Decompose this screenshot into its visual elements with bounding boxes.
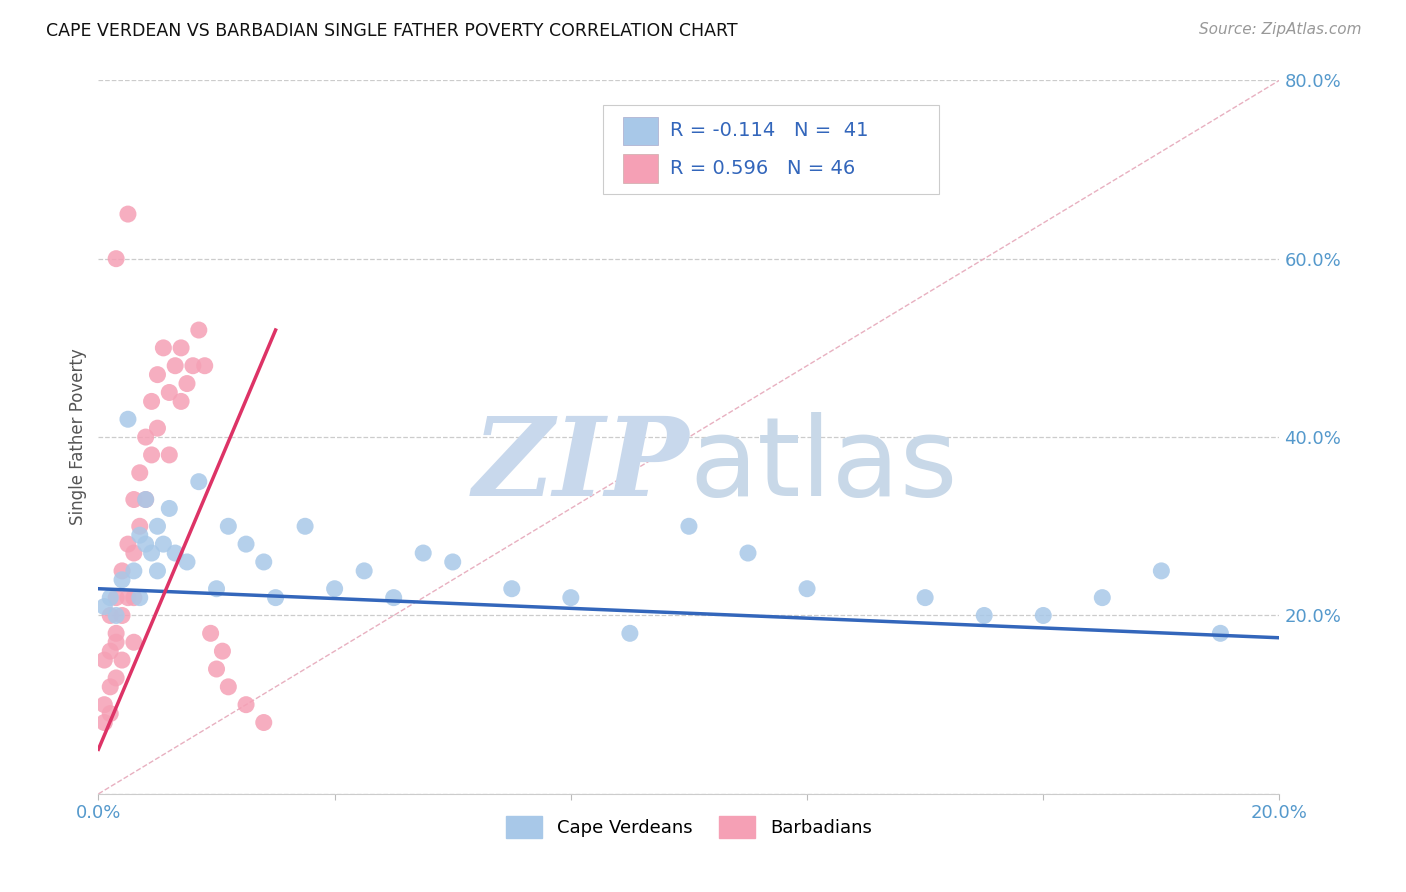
Point	[122, 591, 145, 605]
Point	[170, 341, 193, 355]
Y-axis label: Single Father Poverty: Single Father Poverty	[69, 349, 87, 525]
Point	[146, 368, 169, 382]
Point	[294, 519, 316, 533]
Point	[412, 546, 434, 560]
Point	[176, 376, 198, 391]
Point	[560, 591, 582, 605]
Point	[93, 715, 115, 730]
Point	[157, 385, 180, 400]
Text: Source: ZipAtlas.com: Source: ZipAtlas.com	[1198, 22, 1361, 37]
Point	[973, 608, 995, 623]
Point	[200, 626, 222, 640]
FancyBboxPatch shape	[623, 154, 658, 183]
Text: ZIP: ZIP	[472, 412, 689, 519]
Point	[146, 421, 169, 435]
Point	[135, 537, 157, 551]
Point	[194, 359, 217, 373]
Point	[205, 582, 228, 596]
Point	[253, 555, 276, 569]
Point	[93, 653, 115, 667]
Point	[152, 537, 174, 551]
Point	[117, 591, 139, 605]
Point	[187, 475, 209, 489]
Point	[122, 492, 145, 507]
Point	[117, 207, 139, 221]
Point	[165, 546, 187, 560]
Point	[157, 448, 180, 462]
Text: CAPE VERDEAN VS BARBADIAN SINGLE FATHER POVERTY CORRELATION CHART: CAPE VERDEAN VS BARBADIAN SINGLE FATHER …	[46, 22, 738, 40]
Point	[1209, 626, 1232, 640]
Point	[501, 582, 523, 596]
Point	[93, 599, 115, 614]
Text: atlas: atlas	[689, 412, 957, 519]
Point	[141, 546, 163, 560]
Point	[1032, 608, 1054, 623]
Point	[217, 519, 239, 533]
Point	[135, 430, 157, 444]
Point	[737, 546, 759, 560]
Point	[117, 537, 139, 551]
Point	[128, 528, 150, 542]
Point	[152, 341, 174, 355]
Point	[1150, 564, 1173, 578]
Point	[128, 591, 150, 605]
Point	[122, 635, 145, 649]
Point	[141, 448, 163, 462]
FancyBboxPatch shape	[603, 105, 939, 194]
Text: R = -0.114   N =  41: R = -0.114 N = 41	[671, 121, 869, 140]
Point	[98, 680, 121, 694]
Point	[105, 252, 128, 266]
Point	[796, 582, 818, 596]
Point	[117, 412, 139, 426]
Point	[205, 662, 228, 676]
Point	[353, 564, 375, 578]
Point	[105, 608, 128, 623]
Point	[1091, 591, 1114, 605]
Point	[146, 564, 169, 578]
Point	[111, 564, 134, 578]
Point	[128, 519, 150, 533]
Point	[323, 582, 346, 596]
Point	[235, 698, 257, 712]
Point	[98, 706, 121, 721]
Point	[176, 555, 198, 569]
Point	[111, 608, 134, 623]
Point	[122, 564, 145, 578]
Point	[105, 635, 128, 649]
Point	[135, 492, 157, 507]
Point	[264, 591, 287, 605]
Point	[111, 653, 134, 667]
Point	[187, 323, 209, 337]
Point	[211, 644, 233, 658]
FancyBboxPatch shape	[623, 117, 658, 145]
Point	[146, 519, 169, 533]
Point	[170, 394, 193, 409]
Text: R = 0.596   N = 46: R = 0.596 N = 46	[671, 160, 855, 178]
Point	[678, 519, 700, 533]
Point	[98, 608, 121, 623]
Point	[165, 359, 187, 373]
Point	[253, 715, 276, 730]
Point	[105, 671, 128, 685]
Point	[122, 546, 145, 560]
Point	[235, 537, 257, 551]
Point	[135, 492, 157, 507]
Point	[619, 626, 641, 640]
Point	[181, 359, 204, 373]
Point	[98, 644, 121, 658]
Point	[111, 573, 134, 587]
Point	[128, 466, 150, 480]
Point	[105, 626, 128, 640]
Point	[98, 591, 121, 605]
Point	[105, 591, 128, 605]
Point	[217, 680, 239, 694]
Point	[914, 591, 936, 605]
Point	[382, 591, 405, 605]
Legend: Cape Verdeans, Barbadians: Cape Verdeans, Barbadians	[499, 809, 879, 846]
Point	[141, 394, 163, 409]
Point	[441, 555, 464, 569]
Point	[157, 501, 180, 516]
Point	[93, 698, 115, 712]
